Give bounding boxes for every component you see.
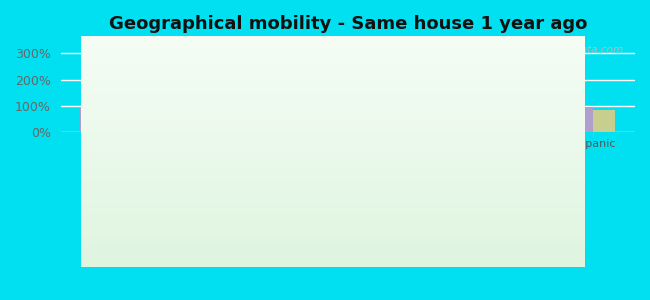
Bar (242, 110, 265, 132)
Legend: Northlake, IL, Illinois: Northlake, IL, Illinois (246, 172, 450, 195)
Bar (571, 107, 593, 132)
Bar (103, 110, 125, 132)
Title: Geographical mobility - Same house 1 year ago: Geographical mobility - Same house 1 yea… (109, 15, 587, 33)
Bar (523, 110, 545, 132)
Bar (500, 108, 523, 132)
Bar (453, 111, 475, 132)
Bar (80, 108, 103, 132)
Bar (173, 110, 195, 132)
Bar (150, 111, 173, 132)
Bar (430, 107, 453, 132)
Bar (383, 110, 405, 132)
Bar (593, 110, 616, 132)
Bar (313, 111, 335, 132)
Bar (291, 107, 313, 132)
Bar (360, 106, 383, 132)
Text: City-Data.com: City-Data.com (549, 45, 623, 55)
